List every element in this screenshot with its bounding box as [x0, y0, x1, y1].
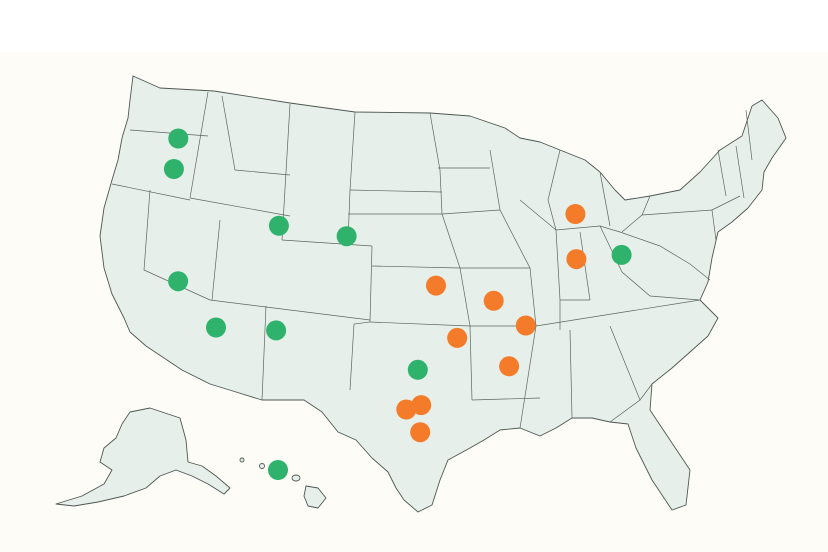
city-markers: [163, 128, 632, 480]
marker-denver[interactable]: [336, 226, 357, 247]
alaska-outline: [55, 407, 231, 507]
marker-memphis[interactable]: [483, 290, 504, 311]
marker-gulf-coast-ms[interactable]: [499, 356, 520, 377]
marker-portland[interactable]: [163, 159, 184, 179]
marker-los-angeles[interactable]: [206, 317, 226, 338]
marker-south-texas-west[interactable]: [396, 399, 417, 420]
marker-seattle[interactable]: [168, 128, 189, 149]
marker-west-virginia[interactable]: [566, 249, 587, 270]
marker-salt-lake-city[interactable]: [268, 215, 289, 236]
marker-shreveport[interactable]: [447, 327, 468, 348]
marker-austin[interactable]: [407, 359, 428, 380]
marker-brownsville[interactable]: [410, 422, 431, 443]
marker-phoenix[interactable]: [266, 320, 287, 341]
marker-ohio-north[interactable]: [565, 204, 586, 224]
marker-washington-dc[interactable]: [611, 244, 632, 265]
marker-oklahoma-east[interactable]: [426, 275, 446, 296]
contiguous-us-outline: [99, 75, 787, 513]
marker-hawaii[interactable]: [268, 460, 288, 480]
marker-bay-area[interactable]: [168, 271, 189, 292]
marker-alabama[interactable]: [515, 315, 536, 336]
